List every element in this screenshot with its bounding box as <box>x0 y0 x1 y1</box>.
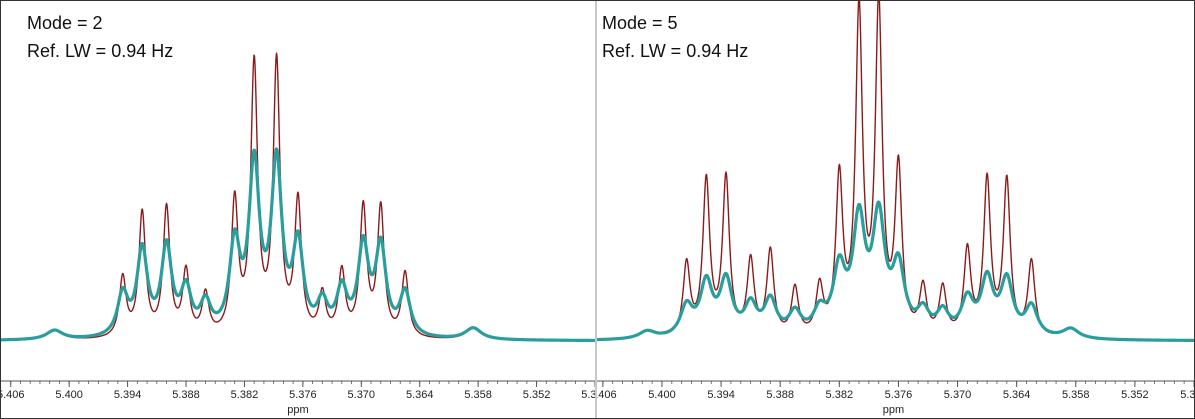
linewidth-annotation: Ref. LW = 0.94 Hz <box>602 41 749 61</box>
mode-annotation: Mode = 5 <box>602 13 678 33</box>
fitted-spectrum-line <box>1 147 595 343</box>
fitted-spectrum-line <box>597 200 1194 342</box>
x-tick-label: 5.382 <box>231 389 259 401</box>
x-tick-label: 5.370 <box>348 389 376 401</box>
x-tick-label: 5.388 <box>172 389 200 401</box>
x-tick-label: 5.400 <box>648 389 676 401</box>
x-tick-label: 5.352 <box>1121 389 1149 401</box>
x-tick-label: 5.346 <box>1180 389 1194 401</box>
mode-annotation: Mode = 2 <box>27 13 103 33</box>
x-tick-label: 5.400 <box>55 389 83 401</box>
x-axis-title: ppm <box>287 404 308 416</box>
spectrum-panel-mode-5: 5.406 5.400 5.394 5.388 5.382 5.376 5.370 5.364… <box>597 1 1194 418</box>
x-tick-label: 5.364 <box>1003 389 1031 401</box>
x-tick-label: 5.406 <box>597 389 617 401</box>
linewidth-annotation: Ref. LW = 0.94 Hz <box>27 41 174 61</box>
x-tick-label: 5.376 <box>885 389 913 401</box>
x-tick-label: 5.406 <box>1 389 25 401</box>
x-tick-label: 5.382 <box>826 389 854 401</box>
spectrum-chart-mode-2: 5.406 5.400 5.394 5.388 5.382 5.376 5.370 5.364… <box>1 52 595 416</box>
x-tick-label: 5.370 <box>944 389 972 401</box>
reference-spectrum-line <box>1 52 595 342</box>
x-tick-label: 5.388 <box>766 389 794 401</box>
x-tick-label: 5.376 <box>289 389 317 401</box>
spectrum-chart-mode-5: 5.406 5.400 5.394 5.388 5.382 5.376 5.370 5.364… <box>597 1 1194 416</box>
spectrum-panel-mode-2: 5.406 5.400 5.394 5.388 5.382 5.376 5.370 5.364… <box>1 1 597 418</box>
x-tick-label: 5.346 <box>581 389 595 401</box>
x-axis-title: ppm <box>883 404 904 416</box>
x-tick-label: 5.358 <box>464 389 492 401</box>
x-tick-label: 5.358 <box>1062 389 1090 401</box>
x-tick-label: 5.364 <box>406 389 434 401</box>
x-tick-label: 5.394 <box>707 389 735 401</box>
x-tick-label: 5.352 <box>523 389 551 401</box>
x-tick-label: 5.394 <box>114 389 142 401</box>
